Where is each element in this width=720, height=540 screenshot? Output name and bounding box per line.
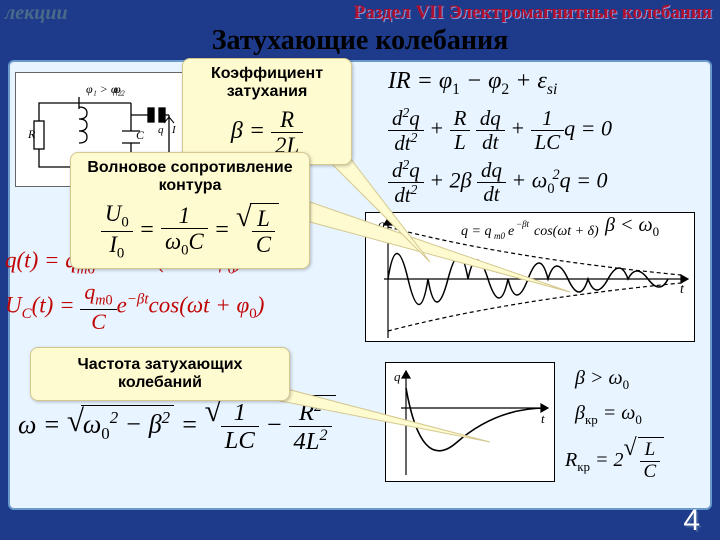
formula-rkr: Rкр = 2LC [565,437,664,483]
section-label: Раздел VII Электромагнитные колебания [354,2,712,24]
svg-text:q: q [394,369,401,384]
formula-over: β > ω0 [575,367,629,393]
formula-ode1: d2qdt2 + RL dqdt + 1LCq = 0 [388,106,612,155]
svg-text:q = q: q = q [461,224,491,239]
svg-text:−βt: −βt [516,219,530,229]
formula-ir: IR = φ1 − φ2 + εsi [388,68,557,99]
callout-freq-label: Частота затухающих колебаний [39,356,281,392]
callout-freq: Частота затухающих колебаний [30,347,290,401]
content-panel: R C q I φ₂ φ₁ > φ₂ Коэффициент затухания… [8,60,712,510]
formula-omega: ω = ω02 − β2 = 1LC − R24L2 [18,395,336,456]
graph-overdamped: q t [385,362,555,482]
svg-text:t: t [680,282,685,297]
callout-impedance-label: Волновое сопротивление контура [81,159,299,195]
svg-text:R: R [27,127,36,141]
callout-impedance: Волновое сопротивление контура U0I0 = 1ω… [70,152,310,269]
svg-text:e: e [508,224,514,239]
page-title: Затухающие колебания [0,25,720,57]
callout-damping: Коэффициент затухания β = R2L [182,58,352,165]
formula-crit: βкр = ω0 [575,402,642,428]
formula-beta: β = R2L [193,107,341,158]
svg-text:m0: m0 [494,231,505,241]
lectures-label: лекции [5,2,68,25]
formula-ode2: d2qdt2 + 2β dqdt + ω02q = 0 [388,158,608,207]
formula-under: β < ω0 [605,214,659,240]
callout-damping-label: Коэффициент затухания [193,65,341,101]
svg-text:C: C [136,128,145,142]
svg-text:q: q [158,124,164,136]
svg-text:t: t [541,411,545,426]
svg-text:I: I [171,124,177,136]
formula-impedance: U0I0 = 1ω0C = LC [81,201,299,262]
page-number: 4 [683,504,700,538]
formula-uct: UC(t) = qm0Ce−βtcos(ωt + φ0) [5,280,264,334]
svg-text:φ₁ > φ₂: φ₁ > φ₂ [86,82,122,96]
svg-text:cos(ωt + δ): cos(ωt + δ) [534,224,599,239]
svg-text:q: q [378,218,385,233]
